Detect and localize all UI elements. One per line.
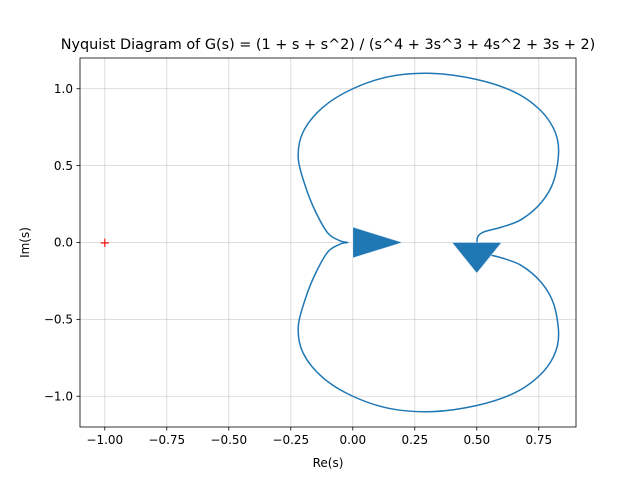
direction-arrow — [352, 226, 404, 259]
x-tick-label: 0.00 — [339, 433, 366, 447]
x-tick-label: 0.75 — [525, 433, 552, 447]
y-tick-label: −1.0 — [44, 389, 73, 403]
data-layer: + — [99, 72, 560, 413]
x-tick-label: −0.25 — [272, 433, 309, 447]
x-axis-title: Re(s) — [313, 456, 344, 470]
x-tick-label: −0.75 — [148, 433, 185, 447]
chart-title: Nyquist Diagram of G(s) = (1 + s + s^2) … — [61, 37, 595, 53]
x-tick-label: 0.50 — [463, 433, 490, 447]
y-axis-title: Im(s) — [18, 227, 32, 258]
y-tick-label: 1.0 — [54, 82, 73, 96]
y-tick-label: −0.5 — [44, 313, 73, 327]
x-tick-label: −0.50 — [210, 433, 247, 447]
critical-point-marker: + — [99, 236, 110, 251]
nyquist-curve — [297, 72, 560, 413]
x-tick-label: 0.25 — [401, 433, 428, 447]
y-tick-label: 0.0 — [54, 236, 73, 250]
axis-ticks: −1.00 −0.75 −0.50 −0.25 0.00 0.25 0.50 0.75 −1.0… — [44, 82, 552, 447]
y-tick-label: 0.5 — [54, 159, 73, 173]
x-tick-label: −1.00 — [86, 433, 123, 447]
direction-arrow — [451, 242, 503, 274]
